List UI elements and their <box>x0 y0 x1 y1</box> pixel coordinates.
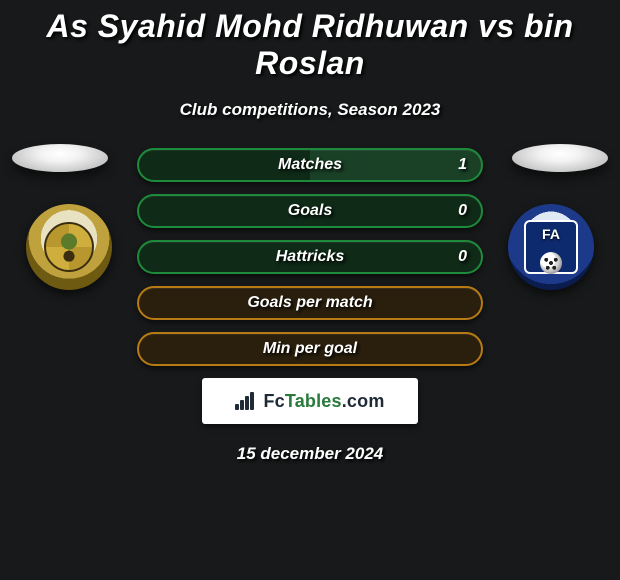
stat-right-value: 1 <box>458 156 467 174</box>
page-subtitle: Club competitions, Season 2023 <box>0 100 620 120</box>
branding-suffix: .com <box>342 391 385 411</box>
page-title: As Syahid Mohd Ridhuwan vs bin Roslan <box>0 0 620 82</box>
stat-label: Goals <box>288 202 332 220</box>
stat-label: Goals per match <box>247 294 372 312</box>
stat-pill: Min per goal <box>137 332 483 366</box>
footer-date: 15 december 2024 <box>0 444 620 464</box>
stat-right-value: 0 <box>458 248 467 266</box>
branding-main: Tables <box>285 391 342 411</box>
ascending-bars-icon <box>235 392 257 410</box>
stat-pill: Goals 0 <box>137 194 483 228</box>
player-slot-right <box>512 144 608 172</box>
branding-box: FcTables.com <box>202 378 418 424</box>
stat-label: Matches <box>278 156 342 174</box>
comparison-stage: Matches 1 Goals 0 Hattricks 0 Goals per match M… <box>0 148 620 464</box>
stat-pill: Goals per match <box>137 286 483 320</box>
team-crest-left <box>26 204 112 290</box>
soccer-ball-icon <box>540 252 562 274</box>
stat-right-value: 0 <box>458 202 467 220</box>
stat-label: Hattricks <box>276 248 344 266</box>
branding-text: FcTables.com <box>263 391 384 412</box>
player-slot-left <box>12 144 108 172</box>
stat-label: Min per goal <box>263 340 357 358</box>
team-crest-right <box>508 204 594 290</box>
stat-pill: Matches 1 <box>137 148 483 182</box>
stat-pill: Hattricks 0 <box>137 240 483 274</box>
stat-pill-list: Matches 1 Goals 0 Hattricks 0 Goals per match M… <box>137 148 483 366</box>
branding-prefix: Fc <box>263 391 284 411</box>
